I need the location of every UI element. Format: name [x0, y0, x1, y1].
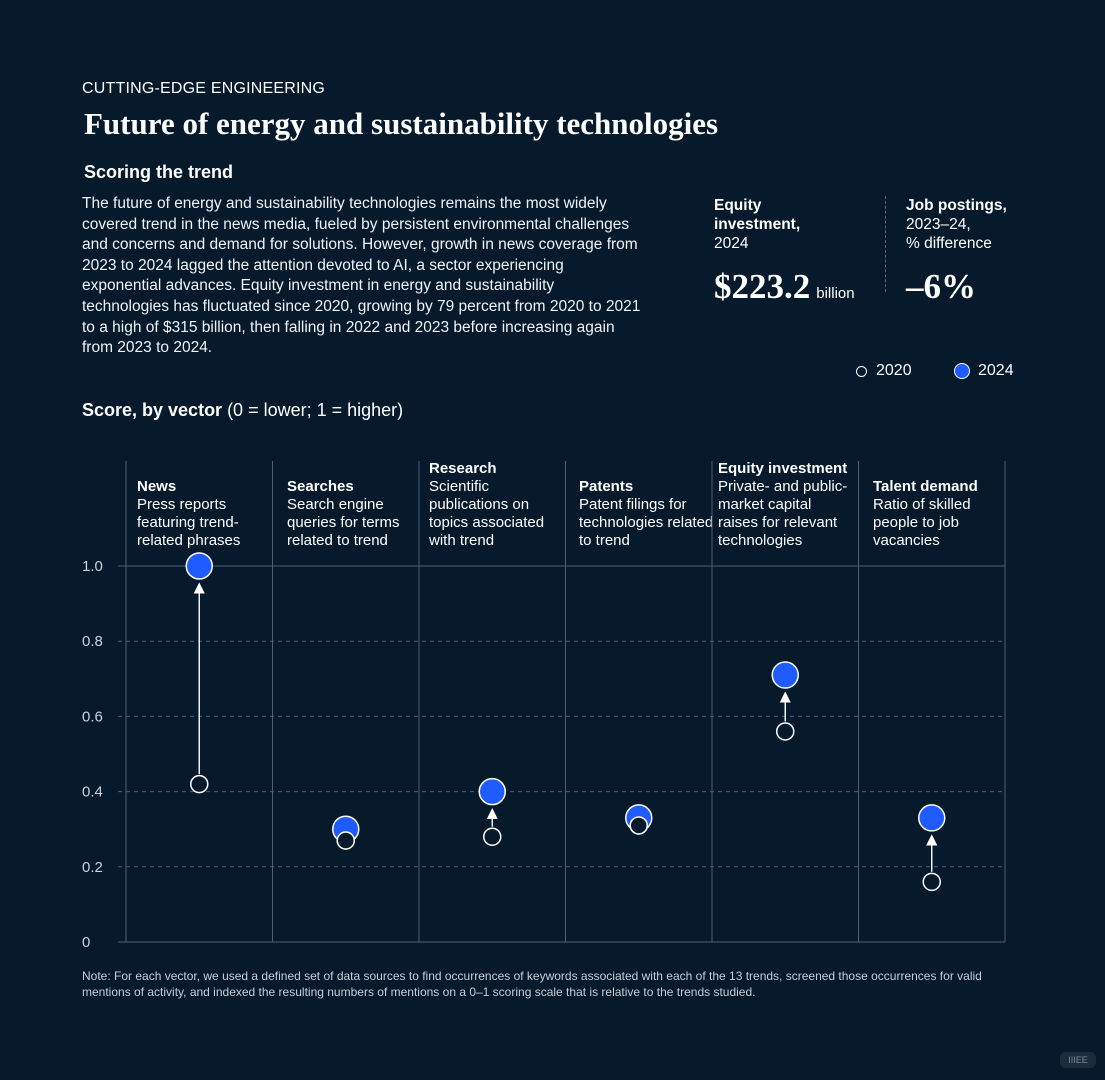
- col-head-talent: Talent demand Ratio of skilled people to…: [873, 478, 998, 550]
- equity-label-2: investment,: [714, 216, 801, 233]
- col-title: Research: [429, 460, 497, 477]
- col-head-searches: Searches Search engine queries for terms…: [287, 478, 427, 550]
- col-desc: Search engine queries for terms related …: [287, 496, 400, 549]
- y-tick-label: 1.0: [82, 558, 103, 575]
- col-title: Talent demand: [873, 478, 978, 495]
- chart-title-bold: Score, by vector: [82, 400, 223, 420]
- point-2020: [190, 774, 209, 794]
- section-subtitle: Scoring the trend: [84, 162, 234, 182]
- y-tick-label: 0.6: [82, 708, 103, 725]
- watermark-logo: IIIEE: [1060, 1052, 1096, 1068]
- point-2024: [771, 661, 799, 689]
- equity-year: 2024: [714, 235, 749, 252]
- col-head-research: Research Scientific publications on topi…: [429, 460, 564, 550]
- legend-2020: 2020: [856, 362, 912, 380]
- body-paragraph: The future of energy and sustainability …: [82, 195, 641, 357]
- y-tick-label: 0: [82, 934, 90, 951]
- col-head-equity: Equity investment Private- and public-ma…: [718, 460, 854, 550]
- point-2020: [922, 872, 941, 892]
- point-2024: [918, 804, 946, 832]
- col-title: Equity investment: [718, 460, 848, 477]
- point-2024: [185, 552, 213, 580]
- jobs-stat: Job postings, 2023–24, % difference –6%: [906, 196, 1007, 307]
- equity-label-1: Equity: [714, 197, 762, 214]
- chart-title: Score, by vector (0 = lower; 1 = higher): [82, 400, 403, 421]
- filled-circle-icon: [954, 363, 970, 379]
- equity-unit: billion: [816, 285, 855, 302]
- eyebrow: CUTTING-EDGE ENGINEERING: [82, 80, 326, 97]
- col-desc: Scientific publications on topics associ…: [429, 478, 545, 549]
- y-tick-label: 0.8: [82, 633, 103, 650]
- stat-divider: [885, 196, 886, 292]
- point-2024: [478, 777, 506, 806]
- legend-2024: 2024: [954, 362, 1014, 380]
- y-tick-label: 0.4: [82, 784, 103, 801]
- col-title: Searches: [287, 478, 354, 495]
- point-2020-front: [629, 816, 648, 835]
- jobs-period: 2023–24,: [906, 216, 971, 233]
- jobs-metric: % difference: [906, 235, 992, 252]
- col-desc: Press reports featuring trend-related ph…: [137, 496, 241, 549]
- equity-value: $223.2: [714, 267, 811, 306]
- equity-stat: Equity investment, 2024 $223.2 billion: [714, 196, 855, 307]
- col-head-news: News Press reports featuring trend-relat…: [137, 478, 277, 550]
- chart-title-rest: (0 = lower; 1 = higher): [222, 400, 404, 420]
- point-2020: [483, 827, 502, 846]
- legend-2024-label: 2024: [978, 362, 1014, 379]
- jobs-label: Job postings,: [906, 197, 1007, 214]
- footnote: Note: For each vector, we used a defined…: [82, 969, 982, 999]
- point-2020-front: [336, 831, 355, 850]
- col-desc: Private- and public-market capital raise…: [718, 478, 848, 549]
- col-title: News: [137, 478, 177, 495]
- jobs-value: –6%: [906, 267, 976, 306]
- point-2020: [776, 722, 795, 741]
- col-desc: Patent filings for technologies related …: [579, 496, 714, 549]
- open-circle-icon: [856, 365, 867, 377]
- y-tick-label: 0.2: [82, 859, 103, 876]
- col-desc: Ratio of skilled people to job vacancies: [873, 496, 971, 549]
- col-head-patents: Patents Patent filings for technologies …: [579, 478, 719, 550]
- page-title: Future of energy and sustainability tech…: [84, 106, 719, 141]
- legend-2020-label: 2020: [876, 362, 912, 379]
- col-title: Patents: [579, 478, 634, 495]
